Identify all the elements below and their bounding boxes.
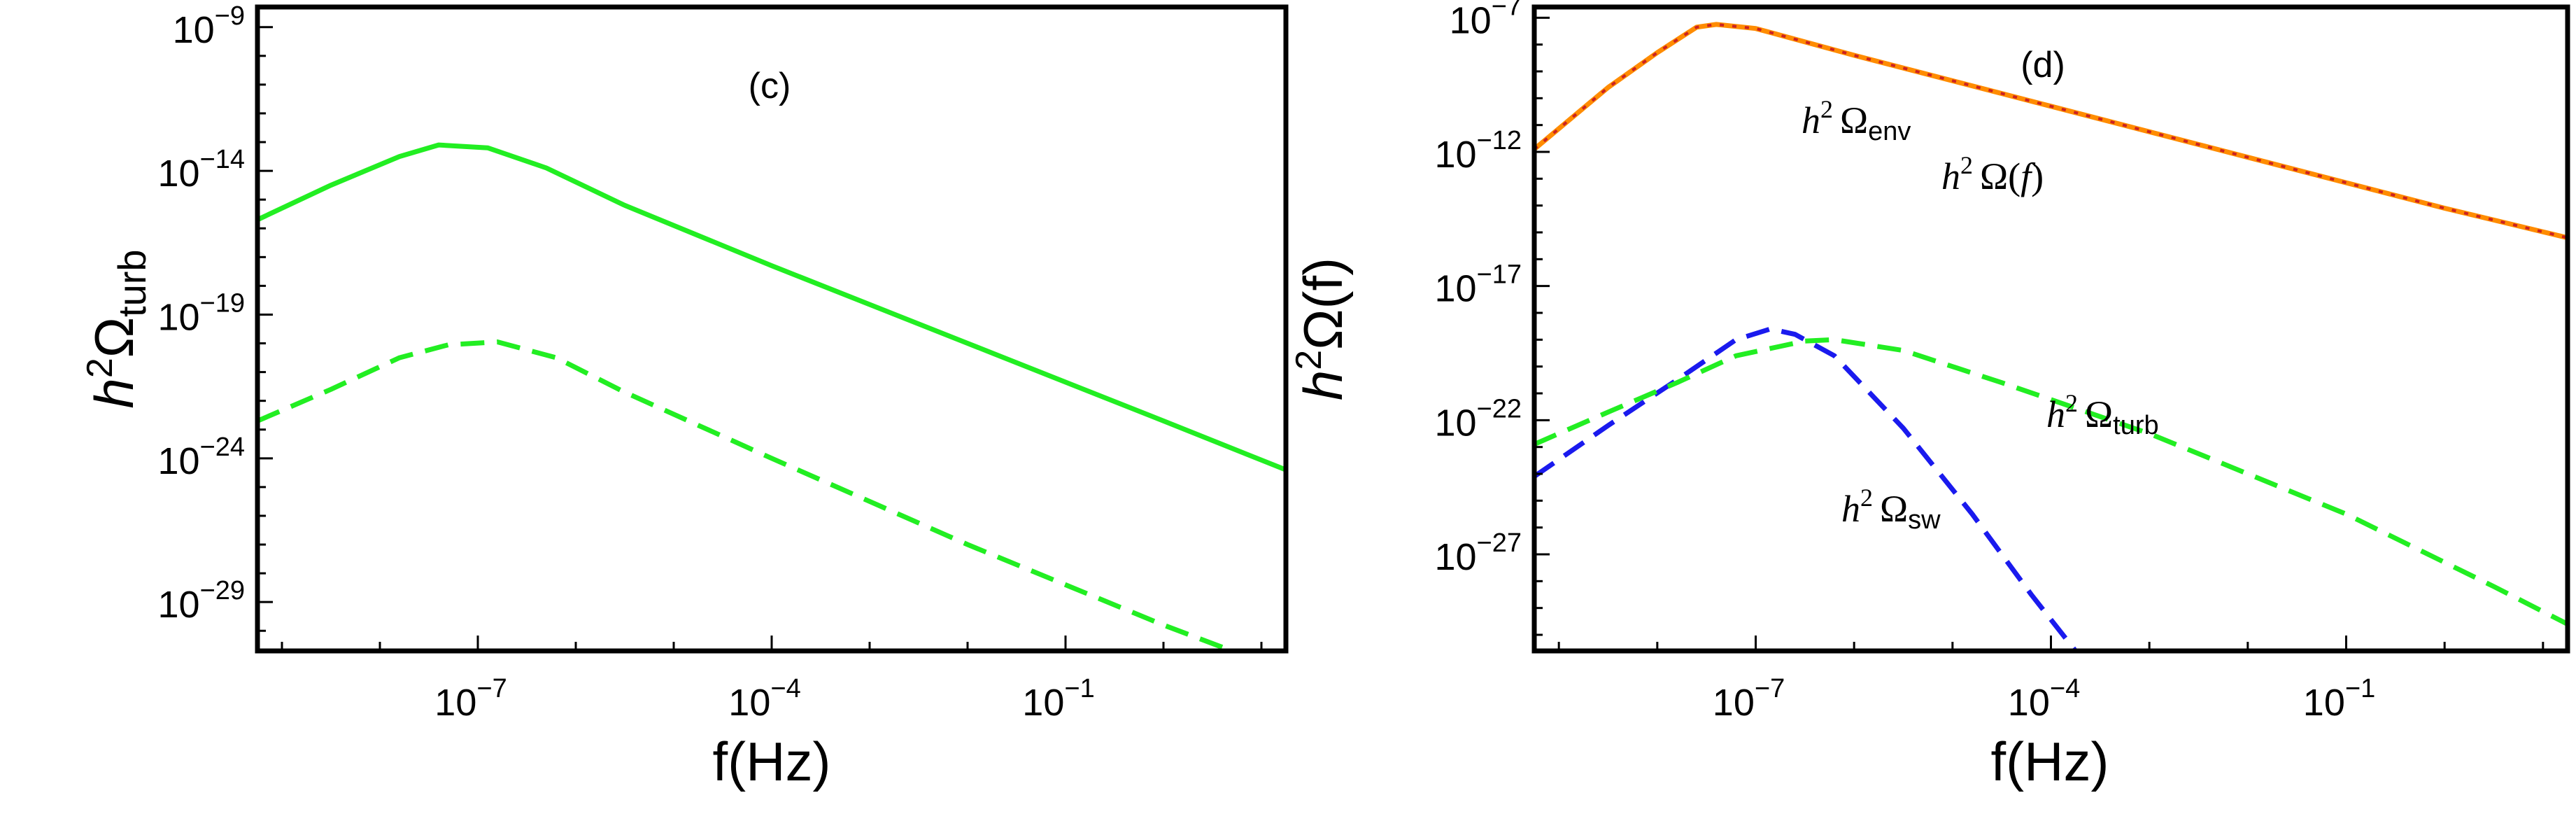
panel-d-y-axis-title: h2Ω(f) bbox=[1289, 258, 1354, 400]
panel-d-x-tick-label: 10−4 bbox=[2008, 674, 2080, 724]
panel-c-y-tick-label: 10−14 bbox=[157, 145, 245, 195]
panel-d-frame bbox=[1531, 4, 2570, 654]
panel-d-label: (d) bbox=[2021, 45, 2065, 85]
panel-c-x-axis-title: f(Hz) bbox=[713, 731, 831, 792]
label-omega-turb: h2 Ωturb bbox=[2046, 389, 2159, 440]
panel-d-y-tick-label: 10−17 bbox=[1434, 260, 1522, 310]
panel-d-series-2-line bbox=[1534, 326, 2078, 651]
panel-c-series-0-line bbox=[257, 142, 1286, 472]
panel-c-ylabel-sup: 2 bbox=[80, 358, 120, 378]
panel-c-ylabel-h: h bbox=[83, 378, 145, 408]
panel-d-x-axis-title: f(Hz) bbox=[1991, 731, 2109, 792]
panel-c-x-tick-label: 10−1 bbox=[1022, 674, 1094, 724]
panel-d-y-tick-label: 10−27 bbox=[1434, 528, 1522, 578]
panel-c-x-tick-label: 10−7 bbox=[434, 674, 507, 724]
panel-c-y-tick-label: 10−9 bbox=[173, 1, 245, 51]
panel-c-y-tick-label: 10−29 bbox=[157, 576, 245, 626]
panel-d-x-tick-label: 10−1 bbox=[2303, 674, 2375, 724]
label-omega-total: h2 Ω(f) bbox=[1941, 151, 2044, 197]
panel-d-y-tick-label: 10−7 bbox=[1450, 0, 1522, 41]
panel-c-series-1-line bbox=[257, 339, 1233, 651]
label-omega-env: h2 Ωenv bbox=[1802, 95, 1911, 146]
panel-d: 10−7 10−4 10−1 10−7 10−12 10−17 10−22 10−27 (d)… bbox=[1289, 0, 2570, 792]
panel-d-ylabel-base: Ω(f) bbox=[1292, 258, 1354, 350]
panel-c-ylabel-sub: turb bbox=[110, 249, 154, 317]
panel-d-y-tick-label: 10−12 bbox=[1434, 126, 1522, 176]
label-omega-sw: h2 Ωsw bbox=[1841, 484, 1941, 535]
panel-d-y-tick-label: 10−22 bbox=[1434, 394, 1522, 444]
panel-c-y-tick-label: 10−19 bbox=[157, 288, 245, 338]
panel-c: 10−7 10−4 10−1 10−9 10−14 10−19 10−24 10−29 (c)… bbox=[80, 1, 1289, 792]
panel-c-y-axis-title: h2Ωturb bbox=[80, 249, 154, 408]
panel-d-ylabel-sup: 2 bbox=[1289, 350, 1329, 370]
svg-text:h2Ωturb: h2Ωturb bbox=[80, 249, 154, 408]
panel-d-series-0-line bbox=[1534, 22, 2568, 241]
panel-d-x-tick-label: 10−7 bbox=[1713, 674, 1785, 724]
svg-text:h2Ω(f): h2Ω(f) bbox=[1289, 258, 1354, 400]
panel-d-series-3-line bbox=[1534, 337, 2568, 626]
panel-c-y-tick-label: 10−24 bbox=[157, 433, 245, 482]
panel-d-ylabel-h: h bbox=[1292, 370, 1354, 400]
panel-c-label: (c) bbox=[749, 66, 791, 106]
panel-c-ylabel-base: Ω bbox=[83, 317, 145, 358]
panel-c-x-tick-label: 10−4 bbox=[728, 674, 800, 724]
